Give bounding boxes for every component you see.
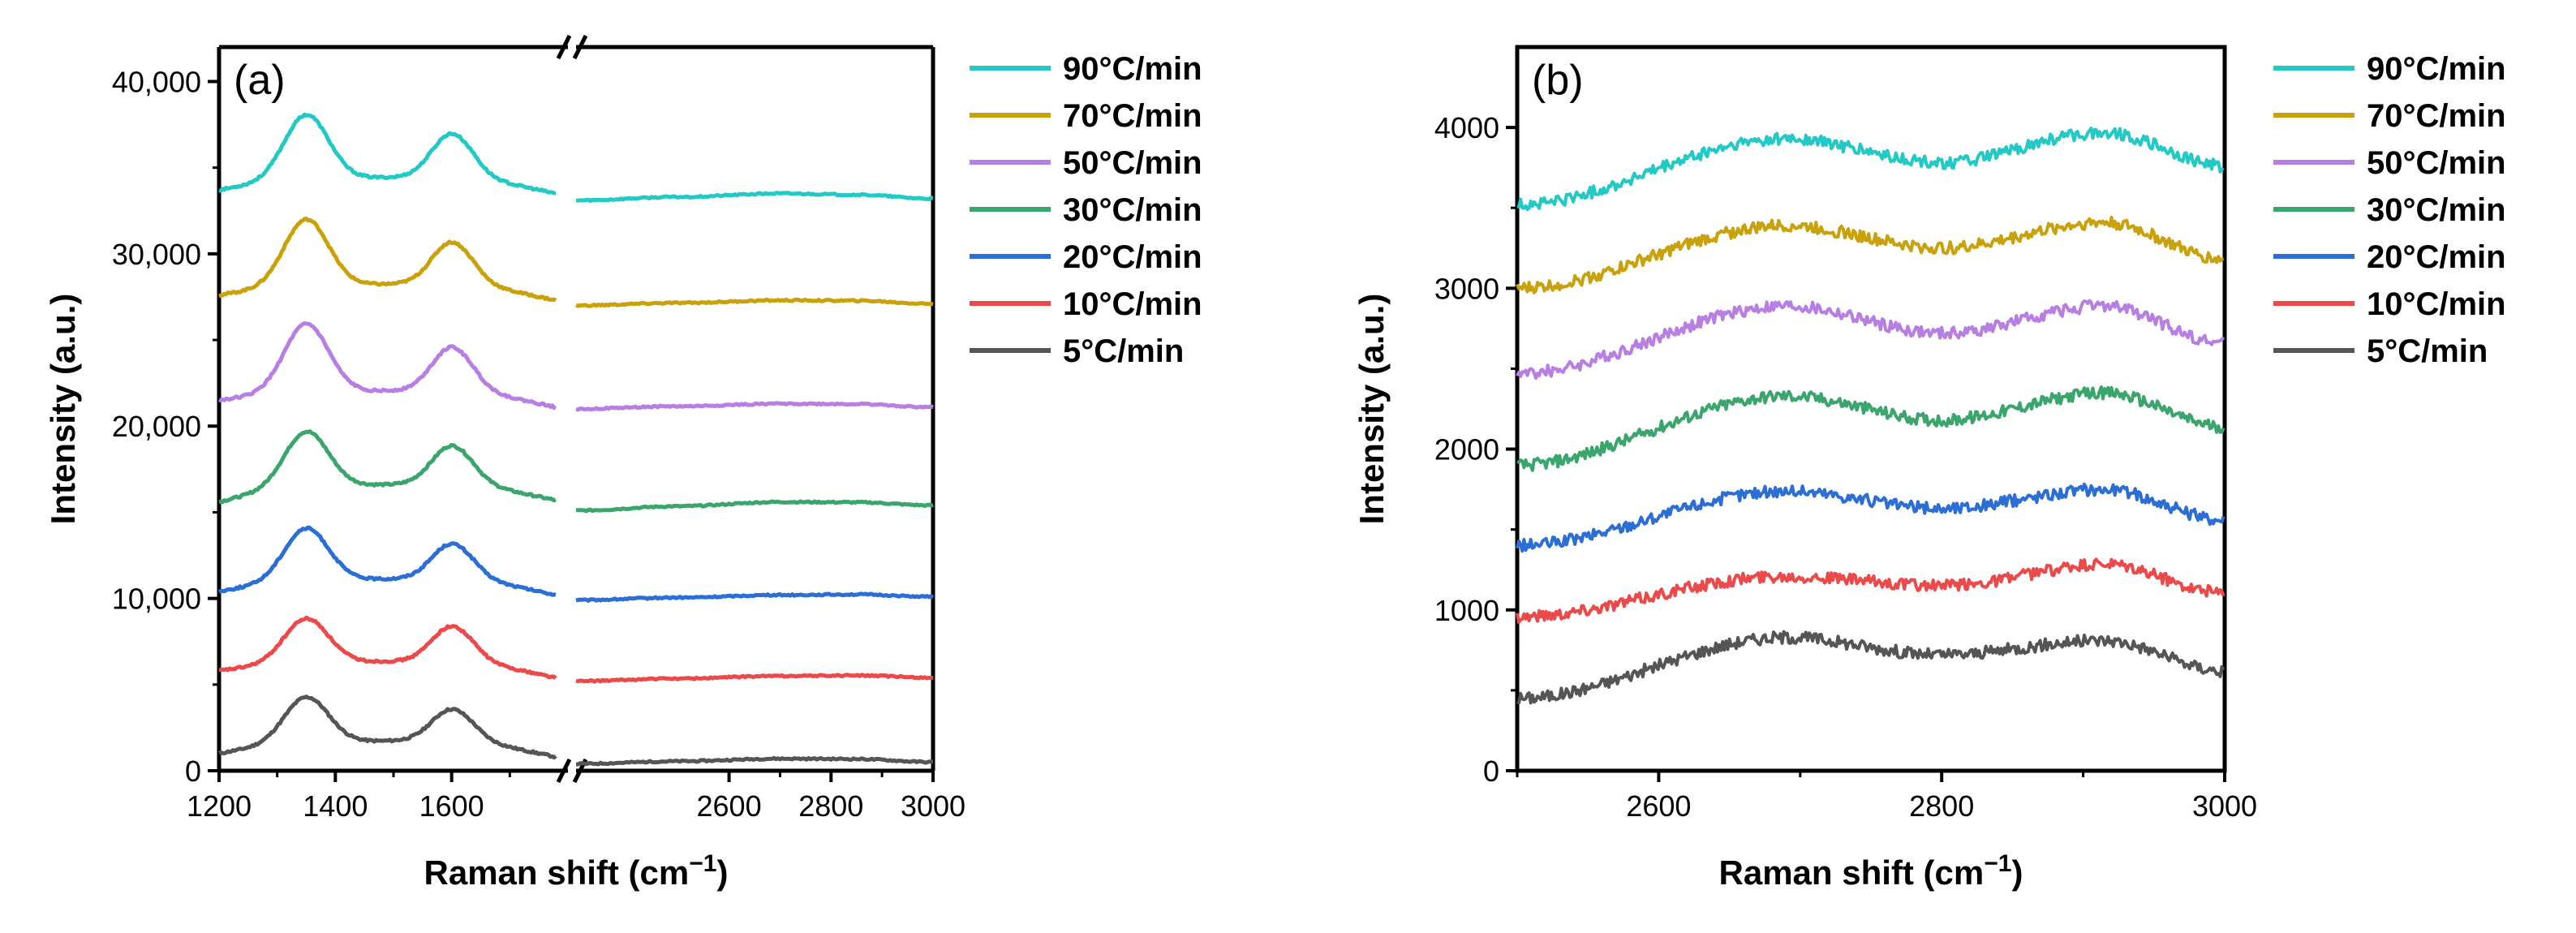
legend-label-50°C/min: 50°C/min <box>1063 145 1202 181</box>
x-tick-label: 1600 <box>419 789 484 823</box>
y-axis-title: Intensity (a.u.) <box>44 294 82 525</box>
x-tick-label: 1200 <box>187 789 252 823</box>
series-line-50°C/min <box>218 321 557 411</box>
x-axis-title: Raman shift (cm−1) <box>424 850 729 892</box>
x-tick-label: 2600 <box>697 789 762 823</box>
series-line-10°C/min-high-range <box>575 673 934 684</box>
legend-label-20°C/min: 20°C/min <box>1063 239 1202 275</box>
y-tick-label: 4000 <box>1434 111 1499 144</box>
panel-a: 0 10,000 20,000 30,000 40,000 1200 1400 1600 260… <box>44 34 965 892</box>
x-tick-label: 1400 <box>303 789 368 823</box>
series-line-50°C/min <box>1516 299 2226 381</box>
series-line-90°C/min <box>218 112 557 196</box>
series-line-20°C/min <box>1516 482 2226 553</box>
y-tick-label: 2000 <box>1434 433 1499 466</box>
y-tick-label: 10,000 <box>112 583 201 616</box>
series-line-70°C/min <box>218 217 557 303</box>
series-line-50°C/min-high-range <box>575 401 934 412</box>
axis-break-mark <box>556 34 572 60</box>
legend-label-30°C/min: 30°C/min <box>2367 192 2506 228</box>
y-tick-label: 0 <box>1483 755 1499 788</box>
x-tick-label: 3000 <box>2192 789 2257 823</box>
legend-label-10°C/min: 10°C/min <box>1063 286 1202 322</box>
legend-label-50°C/min: 50°C/min <box>2367 145 2506 181</box>
panel-label: (b) <box>1532 57 1584 104</box>
series-line-5°C/min <box>1516 630 2226 705</box>
legend-label-90°C/min: 90°C/min <box>2367 51 2506 87</box>
series-line-5°C/min <box>217 694 557 760</box>
panel-label: (a) <box>234 57 286 104</box>
y-tick-label: 40,000 <box>112 65 201 98</box>
legend-a: 90°C/min 70°C/min 50°C/min 30°C/min 20°C/min… <box>970 51 1202 369</box>
legend-label-70°C/min: 70°C/min <box>1063 98 1202 134</box>
series-line-90°C/min <box>1516 127 2225 212</box>
series-line-30°C/min <box>1516 385 2226 472</box>
y-tick-label: 30,000 <box>112 238 201 271</box>
y-tick-label: 1000 <box>1434 594 1499 627</box>
series-line-10°C/min <box>1516 557 2226 625</box>
y-axis-title: Intensity (a.u.) <box>1353 294 1391 525</box>
legend-label-5°C/min: 5°C/min <box>2367 333 2488 369</box>
panel-b: 0 1000 2000 3000 4000 2600 2800 3000 (b) Intensit… <box>1353 45 2257 892</box>
series-line-10°C/min <box>218 615 557 680</box>
x-tick-label: 2600 <box>1626 789 1691 823</box>
legend-label-20°C/min: 20°C/min <box>2367 239 2506 275</box>
x-tick-label: 2800 <box>798 789 863 823</box>
series-line-30°C/min-high-range <box>575 499 934 514</box>
series-line-90°C/min-high-range <box>575 191 934 204</box>
plot-frame <box>1515 45 2227 773</box>
axis-break-mark <box>556 758 572 784</box>
series-line-20°C/min-high-range <box>575 591 935 603</box>
x-tick-label: 2800 <box>1909 789 1974 823</box>
legend-label-70°C/min: 70°C/min <box>2367 98 2506 134</box>
series-line-70°C/min-high-range <box>574 297 934 308</box>
series-line-5°C/min-high-range <box>575 755 933 767</box>
axis-break-mark <box>572 34 588 60</box>
legend-b: 90°C/min 70°C/min 50°C/min 30°C/min 20°C/min… <box>2273 51 2506 369</box>
legend-label-5°C/min: 5°C/min <box>1063 333 1184 369</box>
legend-label-30°C/min: 30°C/min <box>1063 192 1202 228</box>
legend-label-90°C/min: 90°C/min <box>1063 51 1202 87</box>
legend-label-10°C/min: 10°C/min <box>2367 286 2506 322</box>
y-tick-label: 3000 <box>1434 272 1499 305</box>
series-line-70°C/min <box>1516 215 2225 295</box>
y-tick-label: 0 <box>185 755 201 788</box>
x-axis-title: Raman shift (cm−1) <box>1719 850 2023 892</box>
series-line-30°C/min <box>218 429 557 505</box>
series-line-20°C/min <box>217 525 557 597</box>
x-tick-label: 3000 <box>901 789 965 823</box>
y-tick-label: 20,000 <box>112 410 201 443</box>
